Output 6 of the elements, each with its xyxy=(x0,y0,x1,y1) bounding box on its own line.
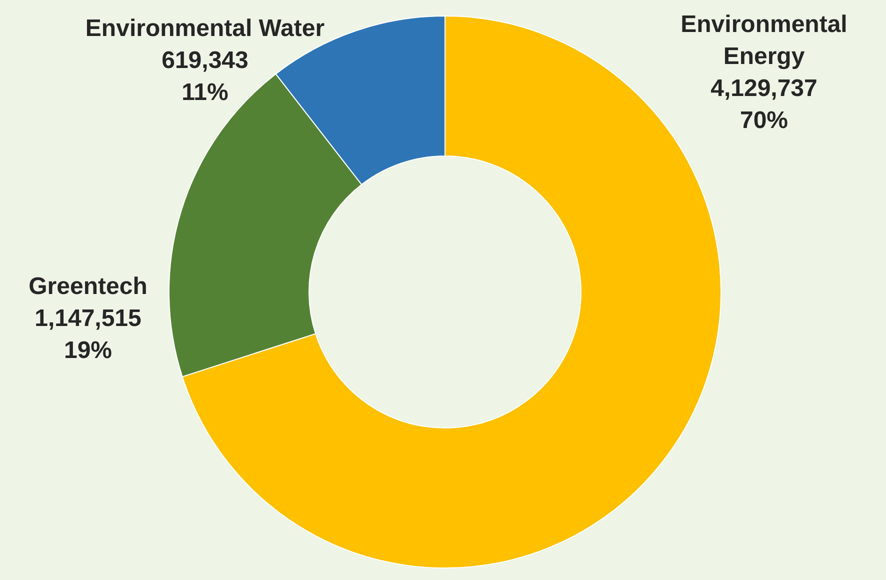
slice-label: Environmental Water xyxy=(85,15,325,42)
data-label: 1,147,515 19% xyxy=(34,305,142,364)
data-label: 4,129,737 70% xyxy=(710,75,818,134)
data-label: 619,343 11% xyxy=(162,47,248,106)
slice-label: Greentech xyxy=(28,273,148,300)
slice-label: Environmental Energy xyxy=(680,11,848,70)
